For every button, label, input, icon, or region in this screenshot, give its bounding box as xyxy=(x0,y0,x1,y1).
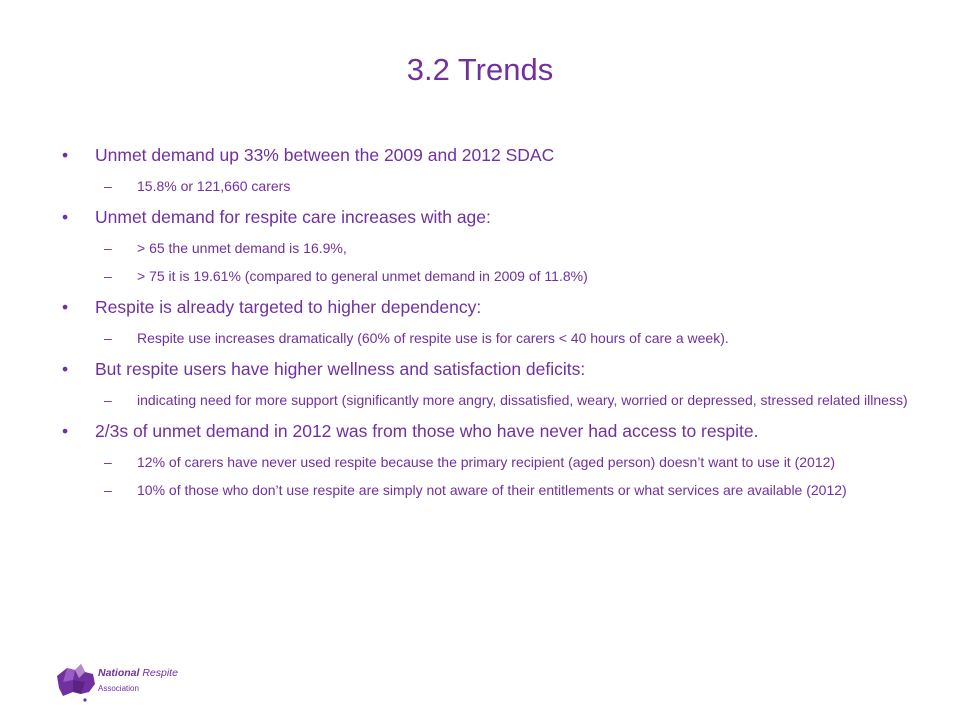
bullet-dot: • xyxy=(62,207,69,227)
sub-text: 12% of carers have never used respite be… xyxy=(137,454,836,470)
bullet-list: • Unmet demand up 33% between the 2009 a… xyxy=(60,144,920,510)
sub-dash: – xyxy=(104,240,112,256)
bullet-dot: • xyxy=(62,297,69,317)
sub-point: – indicating need for more support (sign… xyxy=(60,392,920,408)
bullet-point: • 2/3s of unmet demand in 2012 was from … xyxy=(60,420,920,442)
sub-text: 15.8% or 121,660 carers xyxy=(137,178,291,194)
sub-text: > 65 the unmet demand is 16.9%, xyxy=(137,240,347,256)
sub-text: Respite use increases dramatically (60% … xyxy=(137,330,729,346)
sub-point: – Respite use increases dramatically (60… xyxy=(60,330,920,346)
sub-text: 10% of those who don’t use respite are s… xyxy=(137,482,847,498)
sub-dash: – xyxy=(104,392,112,408)
slide-title: 3.2 Trends xyxy=(406,52,554,87)
bullet-text: Unmet demand for respite care increases … xyxy=(95,207,491,227)
sub-dash: – xyxy=(104,330,112,346)
bullet-dot: • xyxy=(62,145,69,165)
sub-point: – > 75 it is 19.61% (compared to general… xyxy=(60,268,920,284)
bullet-dot: • xyxy=(62,421,69,441)
bullet-text: But respite users have higher wellness a… xyxy=(95,359,586,379)
bullet-point: • Respite is already targeted to higher … xyxy=(60,296,920,318)
sub-dash: – xyxy=(104,268,112,284)
sub-point: – 12% of carers have never used respite … xyxy=(60,454,920,470)
logo-name-bold: National xyxy=(98,667,140,679)
bullet-text: Respite is already targeted to higher de… xyxy=(95,297,482,317)
sub-dash: – xyxy=(104,482,112,498)
sub-point: – 15.8% or 121,660 carers xyxy=(60,178,920,194)
logo-association-line: Association xyxy=(98,684,139,693)
bullet-point: • Unmet demand up 33% between the 2009 a… xyxy=(60,144,920,166)
national-respite-association-logo: National Respite Association xyxy=(55,662,185,702)
logo-name-line: National Respite xyxy=(98,667,178,679)
australia-map-icon xyxy=(57,664,95,702)
sub-text: indicating need for more support (signif… xyxy=(137,392,908,408)
logo-name-rest: Respite xyxy=(139,667,178,679)
bullet-text: Unmet demand up 33% between the 2009 and… xyxy=(95,145,555,165)
sub-point: – 10% of those who don’t use respite are… xyxy=(60,482,920,498)
bullet-dot: • xyxy=(62,359,69,379)
sub-point: – > 65 the unmet demand is 16.9%, xyxy=(60,240,920,256)
bullet-text: 2/3s of unmet demand in 2012 was from th… xyxy=(95,421,759,441)
sub-dash: – xyxy=(104,178,112,194)
bullet-point: • Unmet demand for respite care increase… xyxy=(60,206,920,228)
sub-dash: – xyxy=(104,454,112,470)
bullet-point: • But respite users have higher wellness… xyxy=(60,358,920,380)
sub-text: > 75 it is 19.61% (compared to general u… xyxy=(137,268,588,284)
